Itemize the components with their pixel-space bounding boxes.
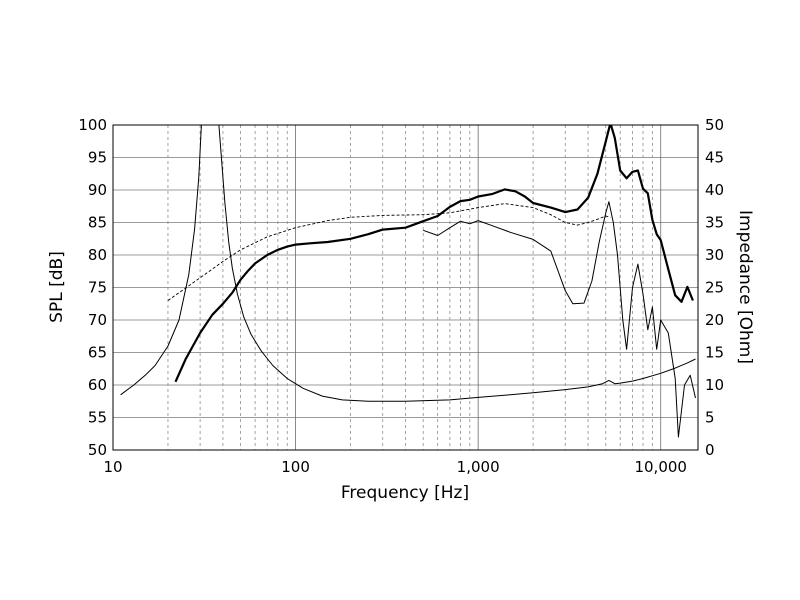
x-tick-label: 100 bbox=[281, 458, 310, 476]
y-left-tick-label: 85 bbox=[88, 214, 107, 232]
y-right-tick-label: 0 bbox=[705, 441, 715, 459]
plot-frame bbox=[112, 124, 699, 451]
y-right-tick-label: 35 bbox=[705, 214, 724, 232]
y-axis-left-title: SPL [dB] bbox=[47, 251, 67, 323]
y-right-tick-label: 20 bbox=[705, 311, 724, 329]
spl-series-0 bbox=[174, 125, 694, 383]
y-right-tick-label: 5 bbox=[705, 409, 715, 427]
y-left-tick-label: 55 bbox=[88, 409, 107, 427]
y-right-tick-label: 50 bbox=[705, 116, 724, 134]
y-right-tick-label: 40 bbox=[705, 181, 724, 199]
series-layer bbox=[120, 125, 696, 438]
y-left-tick-label: 100 bbox=[78, 116, 107, 134]
y-left-tick-label: 75 bbox=[88, 279, 107, 297]
y-axis-right-title: Impedance [Ohm] bbox=[735, 210, 755, 364]
tick-labels: 10 100 1,000 10,000 50 55 60 65 70 75 80 85 90 95 100 0… bbox=[78, 116, 724, 476]
y-left-tick-label: 50 bbox=[88, 441, 107, 459]
x-tick-label: 1,000 bbox=[457, 458, 500, 476]
grid bbox=[113, 125, 698, 450]
spl-series-2-dashed bbox=[167, 203, 611, 301]
y-left-tick-label: 95 bbox=[88, 149, 107, 167]
x-axis-title: Frequency [Hz] bbox=[341, 483, 469, 503]
y-left-tick-label: 90 bbox=[88, 181, 107, 199]
y-left-tick-label: 70 bbox=[88, 311, 107, 329]
x-tick-label: 10,000 bbox=[634, 458, 687, 476]
y-right-tick-label: 25 bbox=[705, 279, 724, 297]
y-left-tick-label: 65 bbox=[88, 344, 107, 362]
y-left-tick-label: 80 bbox=[88, 246, 107, 264]
x-tick-label: 10 bbox=[103, 458, 122, 476]
impedance-series bbox=[120, 125, 696, 402]
y-left-tick-label: 60 bbox=[88, 376, 107, 394]
y-right-tick-label: 45 bbox=[705, 149, 724, 167]
y-right-tick-label: 10 bbox=[705, 376, 724, 394]
y-right-tick-label: 15 bbox=[705, 344, 724, 362]
spl-series-1 bbox=[423, 201, 696, 438]
y-right-tick-label: 30 bbox=[705, 246, 724, 264]
